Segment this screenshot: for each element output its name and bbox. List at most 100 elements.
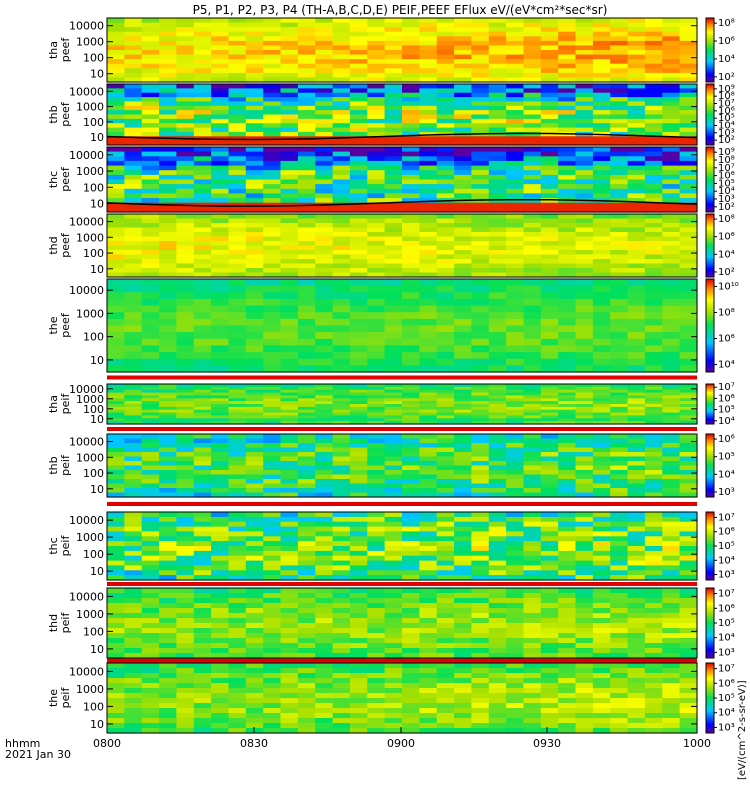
- spectrogram-cell: [436, 398, 455, 402]
- spectrogram-cell: [592, 688, 611, 694]
- y-tick-label: 100: [83, 331, 104, 344]
- spectrogram-cell: [245, 688, 264, 694]
- spectrogram-cell: [558, 395, 577, 399]
- spectrogram-cell: [228, 447, 247, 453]
- spectrogram-cell: [315, 97, 334, 103]
- spectrogram-cell: [575, 633, 594, 639]
- spectrogram-cell: [610, 312, 629, 320]
- spectrogram-cell: [124, 77, 143, 83]
- spectrogram-cell: [315, 285, 334, 293]
- spectrogram-cell: [124, 643, 143, 649]
- spectrogram-cell: [627, 678, 646, 684]
- spectrogram-cell: [297, 531, 316, 537]
- spectrogram-cell: [558, 401, 577, 405]
- spectrogram-cell: [263, 389, 282, 394]
- spectrogram-cell: [159, 105, 178, 111]
- spectrogram-cell: [159, 409, 178, 414]
- spectrogram-cell: [679, 22, 698, 28]
- spectrogram-cell: [245, 474, 264, 480]
- spectrogram-cell: [159, 272, 178, 278]
- spectrogram-cell: [193, 470, 212, 476]
- spectrogram-cell: [384, 392, 403, 397]
- panel-label-quantity: peif: [59, 454, 72, 476]
- spectrogram-cell: [211, 401, 230, 405]
- y-tick-label: 10000: [69, 514, 104, 527]
- spectrogram-cell: [627, 88, 646, 94]
- spectrogram-cell: [558, 409, 577, 414]
- spectrogram-cell: [263, 698, 282, 704]
- spectrogram-cell: [436, 338, 455, 346]
- spectrogram-cell: [367, 456, 386, 462]
- spectrogram-cell: [280, 272, 299, 278]
- spectrogram-cell: [176, 443, 195, 449]
- spectrogram-cell: [627, 156, 646, 162]
- spectrogram-cell: [627, 623, 646, 629]
- spectrogram-cell: [211, 170, 230, 176]
- spectrogram-cell: [211, 613, 230, 619]
- spectrogram-cell: [245, 526, 264, 533]
- spectrogram-cell: [228, 708, 247, 714]
- spectrogram-cell: [211, 352, 230, 360]
- spectrogram-cell: [280, 236, 299, 242]
- spectrogram-cell: [575, 218, 594, 224]
- spectrogram-cell: [367, 546, 386, 552]
- spectrogram-cell: [627, 560, 646, 567]
- spectrogram-cell: [506, 404, 525, 408]
- spectrogram-cell: [506, 398, 525, 402]
- spectrogram-cell: [211, 688, 230, 694]
- spectrogram-cell: [471, 438, 490, 444]
- spectrogram-cell: [575, 718, 594, 724]
- spectrogram-cell: [592, 123, 611, 129]
- spectrogram-cell: [159, 54, 178, 60]
- spectrogram-cell: [419, 147, 438, 153]
- spectrogram-cell: [558, 358, 577, 366]
- spectrogram-cell: [193, 713, 212, 719]
- spectrogram-cell: [436, 352, 455, 360]
- spectrogram-cell: [402, 92, 420, 98]
- spectrogram-cell: [662, 461, 681, 467]
- spectrogram-cell: [523, 688, 542, 694]
- spectrogram-cell: [263, 526, 282, 533]
- spectrogram-cell: [159, 465, 178, 471]
- spectrogram-cell: [523, 236, 542, 242]
- spectrogram-cell: [644, 421, 663, 425]
- spectrogram-cell: [280, 488, 299, 494]
- spectrogram-cell: [558, 723, 577, 729]
- spectrogram-cell: [332, 358, 351, 366]
- spectrogram-cell: [627, 18, 646, 24]
- spectrogram-cell: [402, 588, 420, 594]
- spectrogram-cell: [193, 512, 212, 518]
- spectrogram-cell: [679, 114, 698, 120]
- spectrogram-cell: [159, 395, 178, 399]
- spectrogram-cell: [471, 31, 490, 37]
- spectrogram-cell: [297, 223, 316, 229]
- spectrogram-cell: [488, 358, 507, 366]
- spectrogram-cell: [332, 521, 351, 528]
- spectrogram-cell: [662, 241, 681, 247]
- spectrogram-cell: [124, 392, 143, 397]
- spectrogram-cell: [349, 392, 368, 397]
- spectrogram-cell: [506, 546, 525, 552]
- spectrogram-cell: [627, 398, 646, 402]
- spectrogram-cell: [211, 723, 230, 729]
- spectrogram-cell: [367, 36, 386, 42]
- spectrogram-cell: [263, 438, 282, 444]
- spectrogram-cell: [610, 272, 629, 278]
- spectrogram-cell: [644, 415, 663, 419]
- spectrogram-cell: [107, 613, 125, 619]
- spectrogram-cell: [592, 678, 611, 684]
- spectrogram-cell: [471, 633, 490, 639]
- spectrogram-cell: [159, 565, 178, 571]
- spectrogram-cell: [523, 36, 542, 42]
- spectrogram-cell: [592, 643, 611, 649]
- spectrogram-cell: [610, 263, 629, 269]
- spectrogram-cell: [644, 101, 663, 107]
- spectrogram-cell: [679, 151, 698, 157]
- colorbar: [705, 511, 715, 581]
- spectrogram-cell: [107, 521, 125, 528]
- spectrogram-cell: [610, 483, 629, 489]
- spectrogram-cell: [523, 683, 542, 689]
- spectrogram-cell: [627, 105, 646, 111]
- spectrogram-cell: [367, 531, 386, 537]
- spectrogram-cell: [315, 598, 334, 604]
